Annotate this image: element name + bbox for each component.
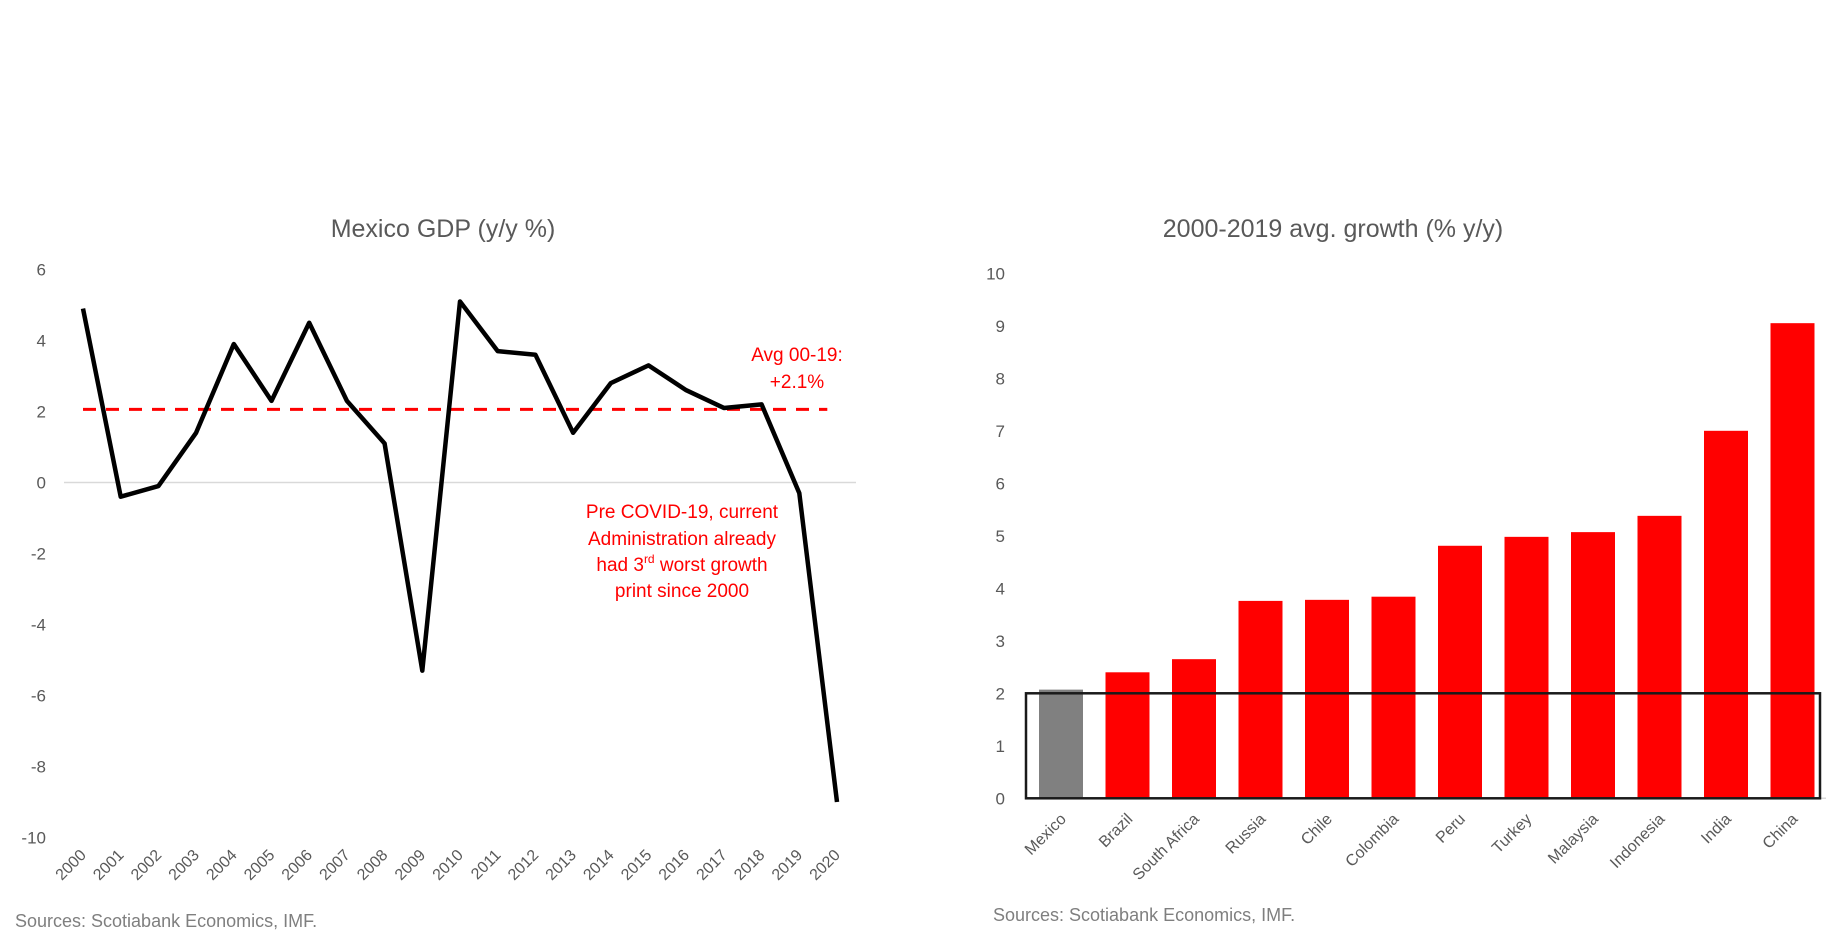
bar-chart-title: 2000-2019 avg. growth (% y/y)	[1163, 215, 1503, 243]
covid-annotation-line-4: print since 2000	[615, 581, 749, 602]
bar-brazil	[1105, 672, 1150, 799]
line-chart-title: Mexico GDP (y/y %)	[331, 215, 556, 243]
avg-growth-bar-chart: 2000-2019 avg. growth (% y/y) 1098765432…	[986, 215, 1826, 925]
y-tick-label: 10	[986, 264, 1005, 283]
y-tick-label: 3	[996, 632, 1005, 651]
x-tick-label: 2001	[90, 847, 127, 884]
bar-series	[1039, 323, 1815, 799]
y-tick-label: 4	[37, 332, 46, 351]
x-tick-label: Mexico	[1022, 811, 1070, 859]
y-tick-label: -10	[21, 829, 46, 848]
x-tick-label: South Africa	[1130, 811, 1203, 884]
x-tick-label: 2008	[354, 847, 391, 884]
x-tick-label: India	[1698, 811, 1735, 848]
x-tick-label: 2006	[279, 847, 316, 884]
covid-annotation-line-1: Pre COVID-19, current	[586, 502, 779, 523]
annot-worst-growth: worst growth	[655, 555, 768, 576]
y-tick-label: 6	[996, 474, 1005, 493]
x-tick-label: Peru	[1433, 811, 1469, 847]
x-tick-label: 2015	[618, 847, 655, 884]
y-tick-label: 8	[996, 369, 1005, 388]
x-tick-label: 2005	[241, 847, 278, 884]
x-tick-label: 2014	[580, 847, 617, 884]
y-tick-label: 0	[996, 789, 1005, 808]
bar-india	[1704, 430, 1748, 799]
bar-malaysia	[1571, 532, 1615, 799]
highlight-box	[1024, 692, 1822, 800]
y-tick-label: 5	[996, 527, 1005, 546]
bar-colombia	[1371, 596, 1416, 799]
y-tick-label: 2	[996, 684, 1005, 703]
y-tick-label: -6	[31, 687, 46, 706]
x-tick-label: 2020	[807, 847, 844, 884]
bar-indonesia	[1637, 515, 1682, 799]
avg-annotation-line-1: Avg 00-19:	[751, 345, 843, 366]
y-tick-label: 7	[996, 422, 1005, 441]
x-tick-label: 2009	[392, 847, 429, 884]
x-tick-label: 2002	[128, 847, 165, 884]
x-tick-label: 2019	[769, 847, 806, 884]
x-tick-label: Russia	[1223, 811, 1270, 858]
x-tick-label: 2007	[317, 847, 354, 884]
covid-annotation-line-3: had 3rd worst growth	[596, 552, 767, 576]
x-tick-label: Colombia	[1343, 811, 1403, 871]
bar-russia	[1238, 600, 1283, 799]
annot-superscript-rd: rd	[644, 552, 655, 566]
x-tick-label: China	[1760, 811, 1802, 853]
x-tick-label: 2011	[468, 847, 504, 883]
line-chart-x-axis: 2000 2001 2002 2003 2004 2005 2006 2007 2008 2009…	[53, 847, 844, 884]
line-chart-source: Sources: Scotiabank Economics, IMF.	[15, 911, 317, 931]
y-tick-label: -4	[31, 616, 46, 635]
bar-turkey	[1504, 536, 1549, 799]
x-tick-label: Malaysia	[1545, 811, 1602, 868]
y-tick-label: 2	[37, 403, 46, 422]
gdp-series-points	[82, 301, 838, 803]
bar-peru	[1438, 545, 1482, 799]
x-tick-label: 2018	[731, 847, 768, 884]
x-tick-label: Chile	[1298, 811, 1336, 849]
x-tick-label: 2013	[543, 847, 580, 884]
x-tick-label: 2004	[203, 847, 240, 884]
x-tick-label: 2017	[694, 847, 731, 884]
x-tick-label: 2010	[430, 847, 467, 884]
x-tick-label: 2003	[166, 847, 203, 884]
y-tick-label: 6	[37, 261, 46, 280]
bar-chile	[1305, 599, 1349, 799]
y-tick-label: 0	[37, 474, 46, 493]
x-tick-label: Turkey	[1489, 811, 1535, 857]
x-tick-label: 2012	[505, 847, 542, 884]
x-tick-label: Brazil	[1096, 811, 1136, 851]
gdp-series-line	[80, 299, 840, 803]
x-tick-label: 2000	[53, 847, 90, 884]
bar-chart-source: Sources: Scotiabank Economics, IMF.	[993, 905, 1295, 925]
y-tick-label: 4	[996, 579, 1005, 598]
avg-annotation-line-2: +2.1%	[770, 372, 825, 393]
x-tick-label: 2016	[656, 847, 693, 884]
bar-china	[1770, 323, 1815, 799]
x-tick-label: Indonesia	[1607, 811, 1668, 872]
y-tick-label: -8	[31, 758, 46, 777]
annot-had-3: had 3	[596, 555, 644, 576]
y-tick-label: -2	[31, 545, 46, 564]
bar-mexico	[1039, 689, 1083, 799]
y-tick-label: 9	[996, 317, 1005, 336]
bar-south-africa	[1172, 659, 1216, 799]
covid-annotation-line-2: Administration already	[588, 529, 776, 550]
line-chart-y-axis: 6 4 2 0 -2 -4 -6 -8 -10	[21, 261, 46, 848]
y-tick-label: 1	[996, 737, 1005, 756]
